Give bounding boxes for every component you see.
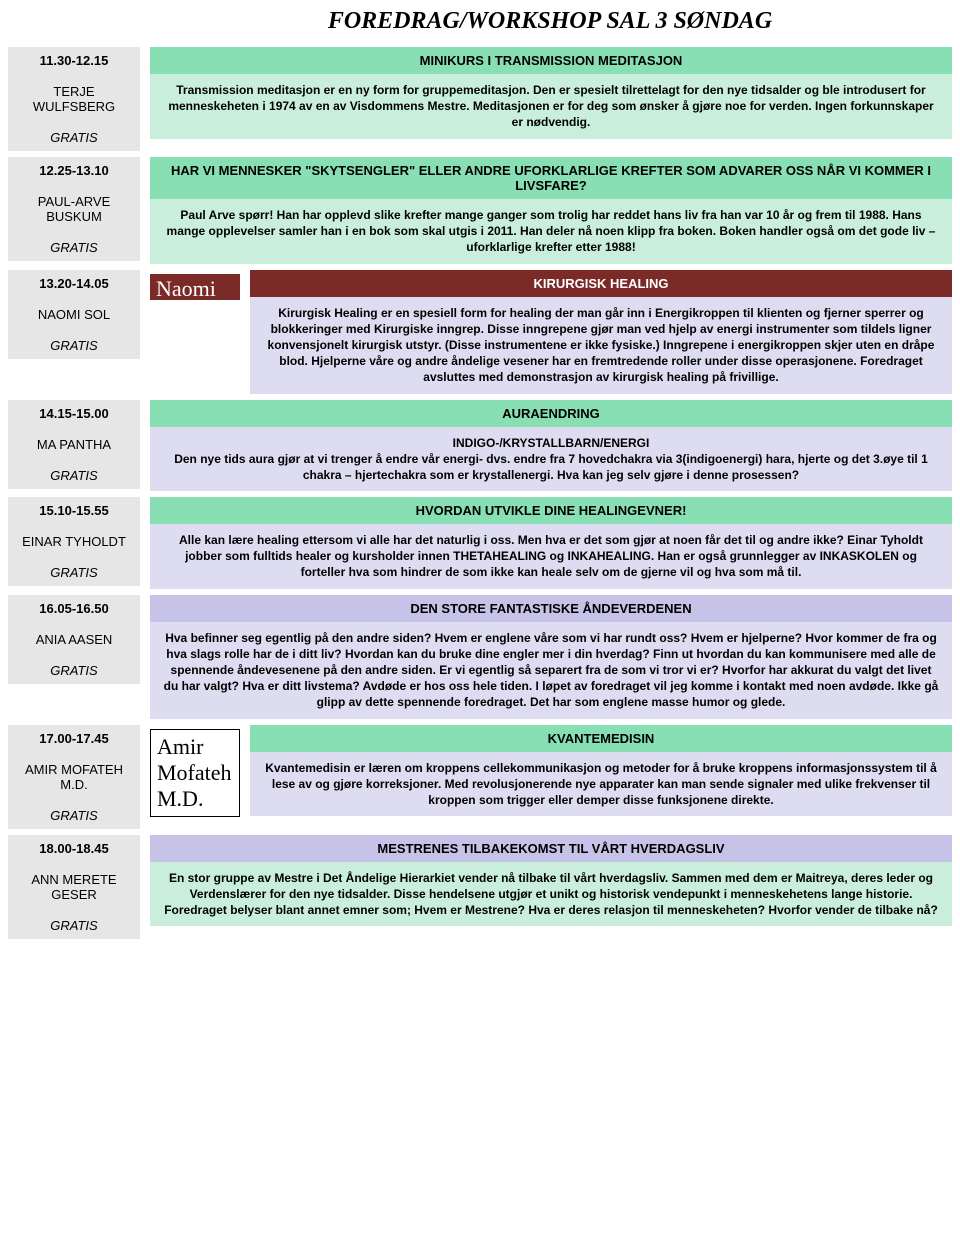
session-body: Hva befinner seg egentlig på den andre s…: [150, 622, 952, 719]
session-title: HVORDAN UTVIKLE DINE HEALINGEVNER!: [150, 497, 952, 524]
session-row: 16.05-16.50ANIA AASENGRATISDEN STORE FAN…: [8, 595, 952, 719]
session-aux-label: Naomi: [150, 274, 240, 300]
session-speaker: ANN MERETE GESER: [8, 862, 140, 912]
session-body: Kirurgisk Healing er en spesiell form fo…: [250, 297, 952, 394]
session-left-col: 16.05-16.50ANIA AASENGRATIS: [8, 595, 140, 719]
session-title: DEN STORE FANTASTISKE ÅNDEVERDENEN: [150, 595, 952, 622]
session-time: 17.00-17.45: [8, 725, 140, 752]
session-price: GRATIS: [8, 559, 140, 586]
page-title: FOREDRAG/WORKSHOP SAL 3 SØNDAG: [148, 8, 952, 35]
session-left-col: 14.15-15.00MA PANTHAGRATIS: [8, 400, 140, 492]
session-row: 12.25-13.10PAUL-ARVE BUSKUMGRATISHAR VI …: [8, 157, 952, 264]
sessions-list: 11.30-12.15TERJE WULFSBERGGRATISMINIKURS…: [8, 47, 952, 939]
session-time: 18.00-18.45: [8, 835, 140, 862]
session-time: 15.10-15.55: [8, 497, 140, 524]
session-price: GRATIS: [8, 124, 140, 151]
session-price: GRATIS: [8, 332, 140, 359]
session-time: 16.05-16.50: [8, 595, 140, 622]
session-right-col: DEN STORE FANTASTISKE ÅNDEVERDENENHva be…: [150, 595, 952, 719]
session-time: 12.25-13.10: [8, 157, 140, 184]
session-left-col: 13.20-14.05NAOMI SOLGRATIS: [8, 270, 140, 394]
session-right-col: MESTRENES TILBAKEKOMST TIL VÅRT HVERDAGS…: [150, 835, 952, 939]
session-left-col: 18.00-18.45ANN MERETE GESERGRATIS: [8, 835, 140, 939]
session-body: Transmission meditasjon er en ny form fo…: [150, 74, 952, 139]
session-body: En stor gruppe av Mestre i Det Åndelige …: [150, 862, 952, 927]
session-right-col: MINIKURS I TRANSMISSION MEDITASJONTransm…: [150, 47, 952, 151]
session-price: GRATIS: [8, 912, 140, 939]
session-row: 18.00-18.45ANN MERETE GESERGRATIS MESTREN…: [8, 835, 952, 939]
session-time: 13.20-14.05: [8, 270, 140, 297]
session-left-col: 15.10-15.55EINAR TYHOLDTGRATIS: [8, 497, 140, 589]
session-row: 15.10-15.55EINAR TYHOLDTGRATISHVORDAN UT…: [8, 497, 952, 589]
session-row: 13.20-14.05NAOMI SOLGRATIS Naomi KIRURGISK…: [8, 270, 952, 394]
session-title: AURAENDRING: [150, 400, 952, 427]
session-right-col: HAR VI MENNESKER "SKYTSENGLER" ELLER AND…: [150, 157, 952, 264]
session-body: Kvantemedisin er læren om kroppens celle…: [250, 752, 952, 817]
session-title: HAR VI MENNESKER "SKYTSENGLER" ELLER AND…: [150, 157, 952, 199]
session-body: Alle kan lære healing ettersom vi alle h…: [150, 524, 952, 589]
session-price: GRATIS: [8, 234, 140, 261]
session-title: KVANTEMEDISIN: [250, 725, 952, 752]
session-row: 14.15-15.00MA PANTHAGRATISAURAENDRINGIND…: [8, 400, 952, 492]
session-row: 11.30-12.15TERJE WULFSBERGGRATISMINIKURS…: [8, 47, 952, 151]
session-aux-label: Amir Mofateh M.D.: [150, 729, 240, 817]
session-speaker: PAUL-ARVE BUSKUM: [8, 184, 140, 234]
session-title: KIRURGISK HEALING: [250, 270, 952, 297]
session-speaker: NAOMI SOL: [8, 297, 140, 332]
session-body: INDIGO-/KRYSTALLBARN/ENERGIDen nye tids …: [150, 427, 952, 492]
session-price: GRATIS: [8, 802, 140, 829]
session-time: 11.30-12.15: [8, 47, 140, 74]
session-speaker: MA PANTHA: [8, 427, 140, 462]
session-body: Paul Arve spørr! Han har opplevd slike k…: [150, 199, 952, 264]
session-speaker: ANIA AASEN: [8, 622, 140, 657]
session-left-col: 11.30-12.15TERJE WULFSBERGGRATIS: [8, 47, 140, 151]
session-right-col: AURAENDRINGINDIGO-/KRYSTALLBARN/ENERGIDe…: [150, 400, 952, 492]
session-right-col: KVANTEMEDISINKvantemedisin er læren om k…: [250, 725, 952, 829]
session-price: GRATIS: [8, 657, 140, 684]
session-title: MESTRENES TILBAKEKOMST TIL VÅRT HVERDAGS…: [150, 835, 952, 862]
session-price: GRATIS: [8, 462, 140, 489]
session-speaker: TERJE WULFSBERG: [8, 74, 140, 124]
session-speaker: AMIR MOFATEH M.D.: [8, 752, 140, 802]
session-speaker: EINAR TYHOLDT: [8, 524, 140, 559]
session-right-col: KIRURGISK HEALINGKirurgisk Healing er en…: [250, 270, 952, 394]
session-title: MINIKURS I TRANSMISSION MEDITASJON: [150, 47, 952, 74]
session-left-col: 12.25-13.10PAUL-ARVE BUSKUMGRATIS: [8, 157, 140, 264]
session-left-col: 17.00-17.45AMIR MOFATEH M.D.GRATIS: [8, 725, 140, 829]
session-time: 14.15-15.00: [8, 400, 140, 427]
session-right-col: HVORDAN UTVIKLE DINE HEALINGEVNER!Alle k…: [150, 497, 952, 589]
session-row: 17.00-17.45AMIR MOFATEH M.D.GRATISAmir M…: [8, 725, 952, 829]
